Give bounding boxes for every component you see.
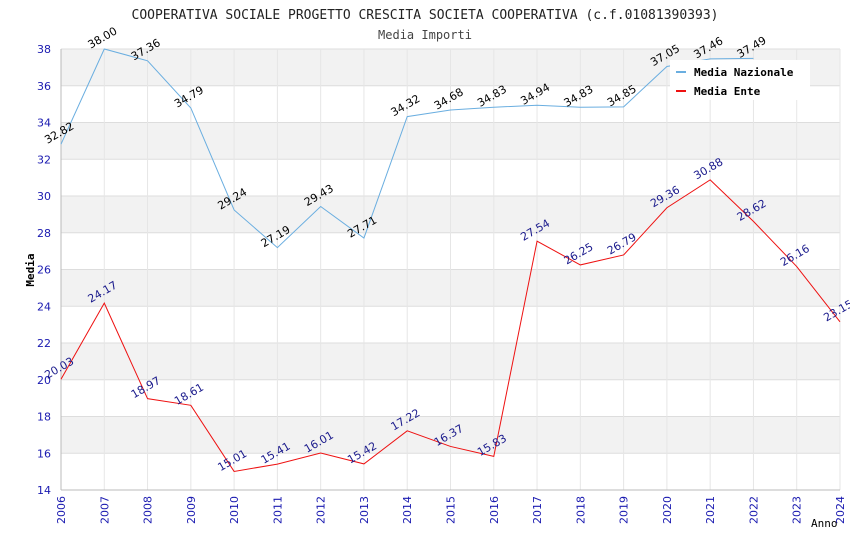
legend-box	[670, 60, 810, 100]
x-tick-label: 2019	[618, 496, 631, 524]
y-tick-label: 20	[37, 374, 51, 387]
grid-bands	[60, 48, 841, 491]
chart-subtitle: Media Importi	[378, 28, 472, 42]
x-tick-label: 2015	[445, 496, 458, 524]
legend: Media Nazionale Media Ente	[670, 60, 810, 100]
x-tick-label: 2012	[315, 496, 328, 524]
x-tick-label: 2018	[574, 496, 587, 524]
series-lines	[60, 48, 841, 472]
data-label: 38.00	[86, 24, 120, 51]
x-tick-label: 2008	[142, 496, 155, 524]
data-label: 34.83	[475, 83, 509, 110]
chart-title: COOPERATIVA SOCIALE PROGETTO CRESCITA SO…	[132, 8, 719, 23]
data-label: 34.68	[432, 85, 466, 112]
x-tick-label: 2006	[55, 496, 68, 524]
y-tick-label: 22	[37, 337, 51, 350]
y-tick-label: 16	[37, 447, 51, 460]
x-tick-label: 2023	[791, 496, 804, 524]
x-tick-label: 2013	[358, 496, 371, 524]
legend-label: Media Nazionale	[694, 66, 794, 79]
y-tick-label: 30	[37, 190, 51, 203]
x-tick-label: 2010	[228, 496, 241, 524]
x-tick-label: 2024	[834, 496, 847, 524]
legend-label: Media Ente	[694, 85, 761, 98]
y-tick-label: 36	[37, 80, 51, 93]
y-tick-label: 28	[37, 227, 51, 240]
y-tick-label: 38	[37, 43, 51, 56]
x-tick-label: 2016	[488, 496, 501, 524]
data-label: 34.85	[605, 82, 639, 109]
y-tick-label: 34	[37, 117, 51, 130]
data-label: 26.25	[562, 240, 596, 267]
x-tick-label: 2009	[185, 496, 198, 524]
y-tick-label: 32	[37, 153, 51, 166]
x-axis-label: Anno	[811, 517, 838, 530]
y-tick-label: 18	[37, 411, 51, 424]
y-tick-label: 14	[37, 484, 51, 497]
x-tick-label: 2014	[401, 496, 414, 524]
series-line-media-ente	[60, 179, 841, 472]
series-line-media-nazionale	[60, 48, 754, 249]
x-tick-label: 2022	[747, 496, 760, 524]
x-tick-label: 2007	[98, 496, 111, 524]
y-tick-label: 24	[37, 300, 51, 313]
y-tick-label: 26	[37, 264, 51, 277]
x-tick-label: 2021	[704, 496, 717, 524]
x-tick-label: 2017	[531, 496, 544, 524]
y-axis-label: Media	[24, 253, 37, 286]
data-label: 34.83	[562, 83, 596, 110]
data-label: 18.61	[172, 381, 206, 408]
data-label: 26.79	[605, 230, 639, 257]
x-tick-label: 2011	[271, 496, 284, 524]
x-tick-label: 2020	[661, 496, 674, 524]
